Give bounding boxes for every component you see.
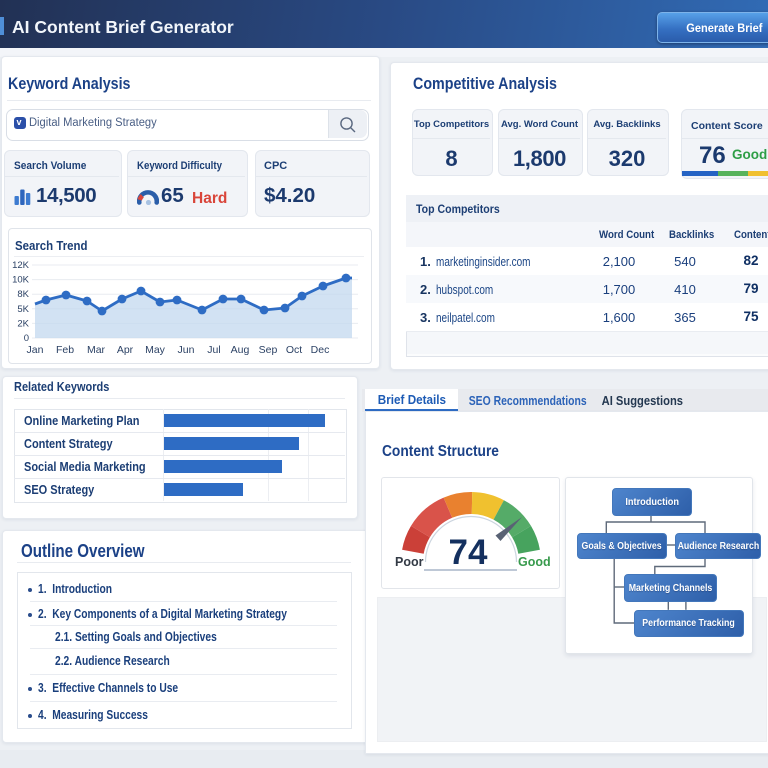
svg-text:Jun: Jun — [178, 344, 195, 356]
svg-text:0: 0 — [24, 333, 29, 344]
svg-text:Feb: Feb — [56, 344, 74, 356]
svg-text:Poor: Poor — [395, 555, 424, 569]
svg-text:Mar: Mar — [87, 344, 106, 356]
svg-text:10K: 10K — [12, 275, 30, 286]
svg-text:Jul: Jul — [207, 344, 220, 356]
svg-text:Oct: Oct — [286, 344, 302, 356]
svg-text:Aug: Aug — [231, 344, 250, 356]
svg-text:5K: 5K — [17, 304, 29, 315]
svg-text:74: 74 — [449, 533, 488, 572]
svg-text:8K: 8K — [17, 289, 29, 300]
svg-text:May: May — [145, 344, 166, 356]
svg-text:2K: 2K — [17, 318, 29, 329]
svg-text:Good: Good — [518, 555, 551, 569]
svg-text:Dec: Dec — [311, 344, 330, 356]
svg-text:Jan: Jan — [27, 344, 44, 356]
svg-text:12K: 12K — [12, 260, 30, 271]
svg-text:Sep: Sep — [259, 344, 278, 356]
svg-text:Apr: Apr — [117, 344, 134, 356]
